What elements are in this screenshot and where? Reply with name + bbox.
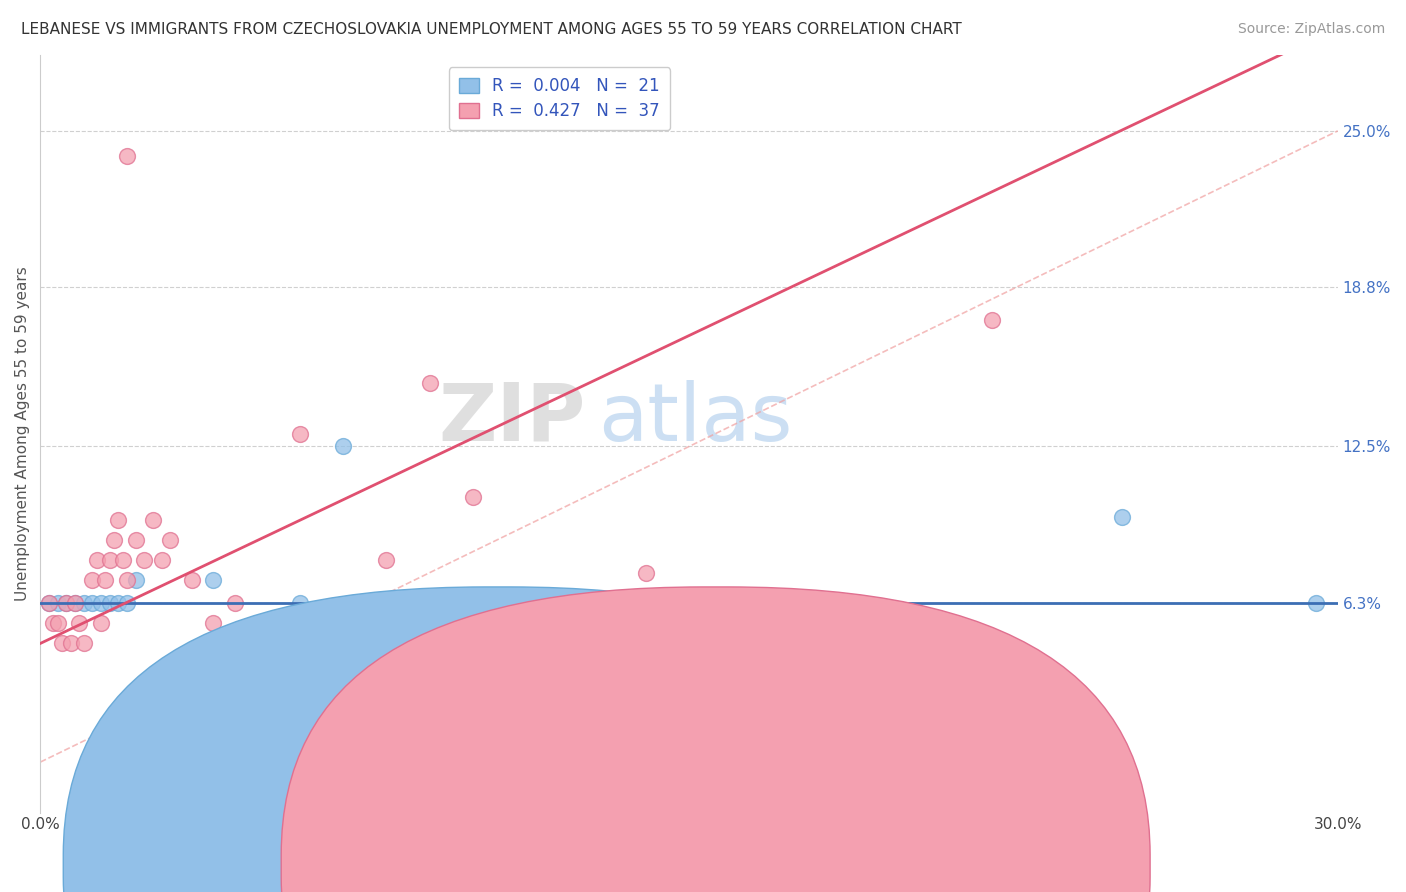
Point (150, 553, 173, 567)
Y-axis label: Unemployment Among Ages 55 to 59 years: Unemployment Among Ages 55 to 59 years (15, 267, 30, 601)
Point (63, 596, 86, 610)
Point (46, 616, 69, 631)
Point (107, 513, 129, 527)
Point (1111, 510, 1133, 524)
Point (288, 596, 311, 610)
Point (634, 566, 657, 580)
Point (82, 574, 104, 588)
Point (73, 636, 96, 650)
Point (90, 616, 112, 631)
Point (67, 616, 90, 631)
Point (332, 440, 354, 454)
Point (42, 616, 65, 631)
Point (107, 596, 129, 610)
Point (461, 596, 484, 610)
Point (82, 596, 104, 610)
Point (115, 596, 138, 610)
Point (90, 596, 112, 610)
Point (980, 313, 1002, 327)
Text: Lebanese: Lebanese (517, 859, 591, 873)
Point (224, 596, 246, 610)
Point (124, 533, 146, 547)
Point (86, 553, 108, 567)
Point (115, 574, 138, 588)
Point (375, 553, 398, 567)
Point (55, 596, 77, 610)
Point (51, 636, 73, 650)
Point (246, 636, 269, 650)
Point (134, 553, 156, 567)
Point (851, 636, 873, 650)
Point (461, 490, 484, 504)
Point (38, 596, 60, 610)
Point (115, 149, 138, 163)
Point (202, 616, 225, 631)
Point (111, 553, 134, 567)
Point (288, 636, 311, 650)
Point (288, 426, 311, 441)
Text: ZIP: ZIP (439, 380, 585, 458)
Point (46, 596, 69, 610)
Point (142, 513, 165, 527)
Text: atlas: atlas (599, 380, 793, 458)
Point (38, 596, 60, 610)
Point (180, 574, 202, 588)
Point (375, 596, 398, 610)
Text: LEBANESE VS IMMIGRANTS FROM CZECHOSLOVAKIA UNEMPLOYMENT AMONG AGES 55 TO 59 YEAR: LEBANESE VS IMMIGRANTS FROM CZECHOSLOVAK… (21, 22, 962, 37)
Point (94, 574, 117, 588)
Point (202, 574, 225, 588)
Point (59, 636, 82, 650)
Point (419, 376, 441, 391)
Point (55, 596, 77, 610)
Point (103, 533, 125, 547)
Point (63, 596, 86, 610)
Point (98, 553, 121, 567)
Legend: R =  0.004   N =  21, R =  0.427   N =  37: R = 0.004 N = 21, R = 0.427 N = 37 (449, 67, 669, 130)
Point (1305, 596, 1327, 610)
Point (678, 648, 700, 663)
Point (634, 648, 657, 663)
Point (98, 596, 121, 610)
Text: Immigrants from Czechoslovakia: Immigrants from Czechoslovakia (734, 859, 986, 873)
Point (419, 596, 441, 610)
Text: Source: ZipAtlas.com: Source: ZipAtlas.com (1237, 22, 1385, 37)
Point (332, 616, 354, 631)
Point (73, 596, 96, 610)
Point (159, 533, 181, 547)
Point (124, 574, 146, 588)
